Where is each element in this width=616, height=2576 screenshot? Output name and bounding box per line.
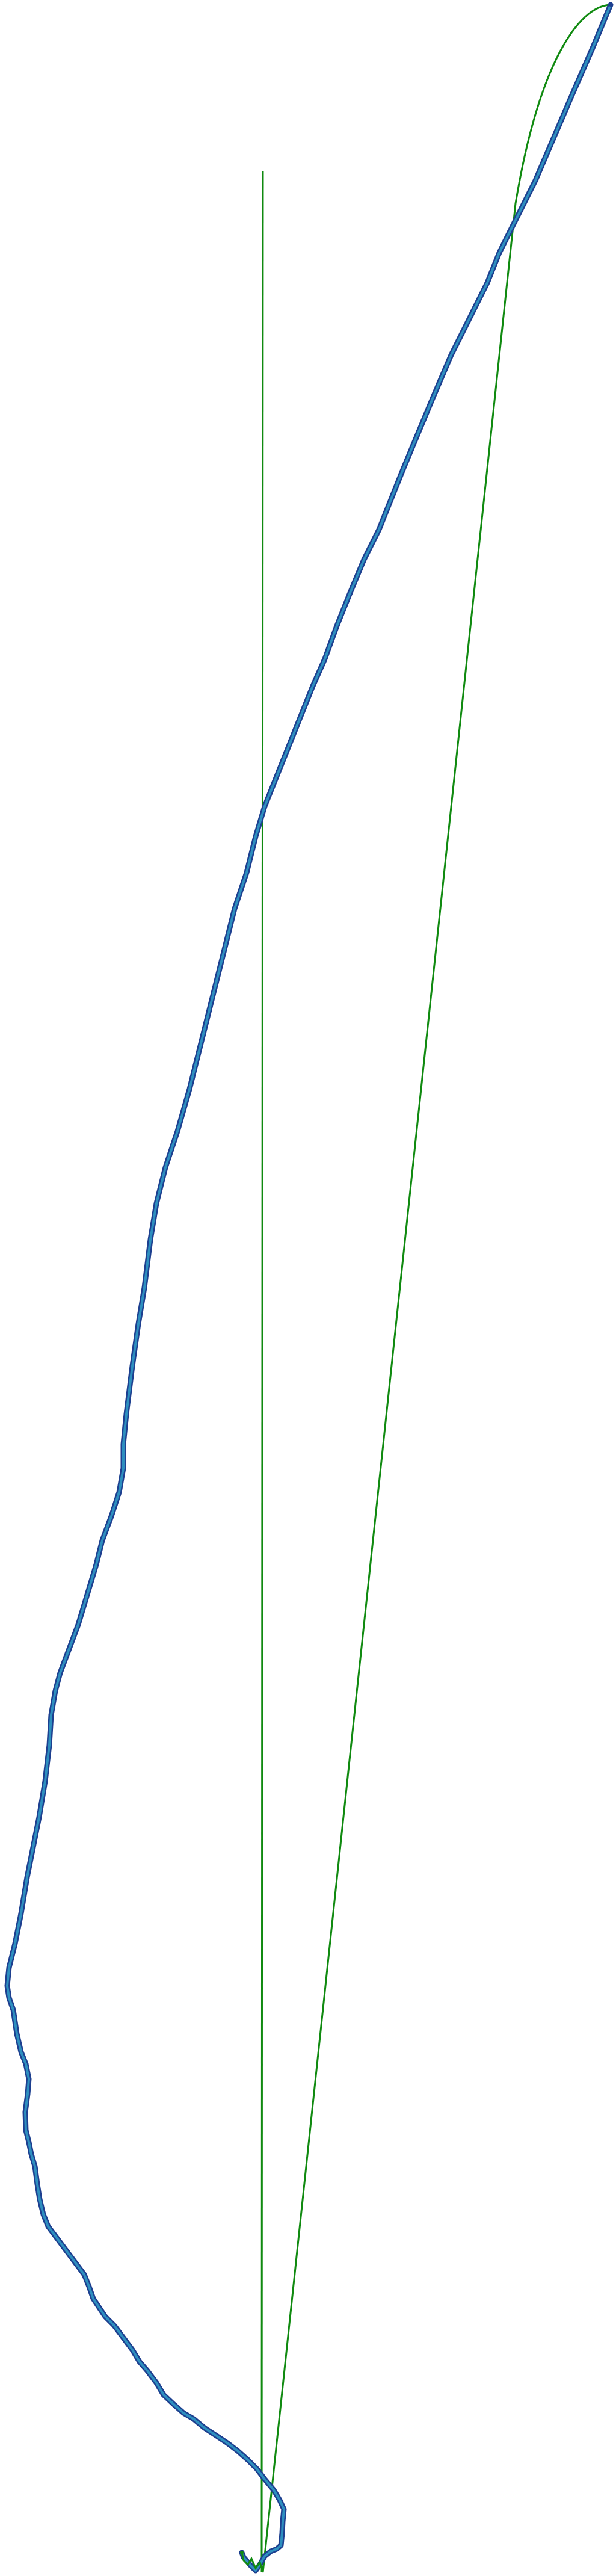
route-track	[6, 4, 612, 2572]
straight-reference-line	[260, 171, 264, 2573]
start-marker-icon	[609, 3, 612, 7]
route-end-squiggle	[241, 2552, 264, 2573]
straight-return-line	[262, 4, 611, 2573]
end-marker-icon	[240, 2551, 244, 2554]
